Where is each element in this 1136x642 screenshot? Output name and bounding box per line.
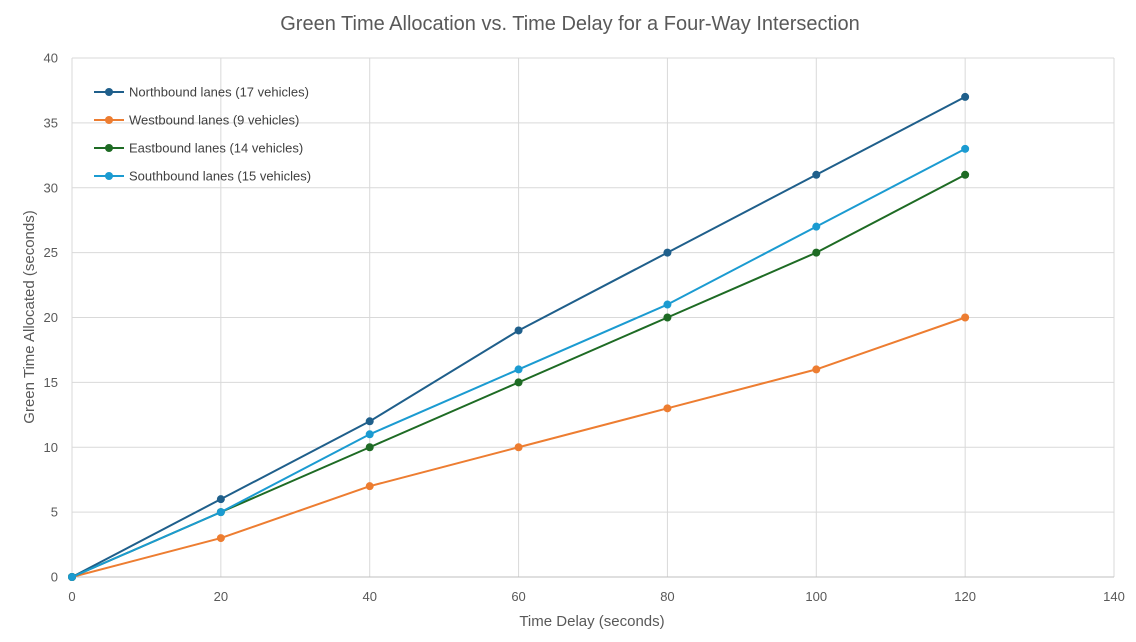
legend-item: Westbound lanes (9 vehicles) [94,113,299,128]
y-axis-label: Green Time Allocated (seconds) [21,210,38,423]
data-point [961,313,970,322]
data-point [365,430,374,439]
y-tick-label: 40 [44,51,58,66]
series-1 [68,92,970,581]
legend-label: Westbound lanes (9 vehicles) [129,113,299,128]
data-point [216,508,225,517]
y-tick-label: 30 [44,180,58,195]
data-point [812,222,821,231]
y-tick-label: 35 [44,115,58,130]
data-point [663,248,672,257]
x-axis-label: Time Delay (seconds) [519,613,664,630]
legend-label: Southbound lanes (15 vehicles) [129,169,311,184]
data-point [216,495,225,504]
series-2 [68,313,970,581]
data-point [365,443,374,452]
y-tick-label: 5 [51,505,58,520]
data-point [365,482,374,491]
legend-label: Northbound lanes (17 vehicles) [129,85,309,100]
y-tick-label: 25 [44,245,58,260]
x-tick-label: 120 [954,589,976,604]
data-point [68,573,76,581]
data-point [514,378,523,387]
data-point [216,534,225,543]
x-tick-label: 40 [362,589,376,604]
x-tick-label: 20 [214,589,228,604]
legend-swatch-marker [105,88,113,96]
legend-label: Eastbound lanes (14 vehicles) [129,141,303,156]
legend-item: Eastbound lanes (14 vehicles) [94,141,303,156]
data-point [812,170,821,179]
legend-swatch-marker [105,116,113,124]
data-point [663,313,672,322]
y-tick-label: 15 [44,375,58,390]
data-point [961,170,970,179]
legend-swatch-marker [105,172,113,180]
chart-title: Green Time Allocation vs. Time Delay for… [280,13,859,35]
x-tick-label: 80 [660,589,674,604]
data-point [514,326,523,335]
gridlines [71,57,1115,578]
data-point [961,92,970,101]
data-point [812,248,821,257]
tick-labels: 0 20 40 60 80 100 120 140 0 5 10 15 20 25 30 35 40 [44,51,1125,605]
legend-item: Southbound lanes (15 vehicles) [94,169,311,184]
x-tick-label: 60 [511,589,525,604]
data-point [663,300,672,309]
x-tick-label: 0 [68,589,75,604]
data-point [514,443,523,452]
legend-swatch-marker [105,144,113,152]
y-tick-label: 10 [44,440,58,455]
legend-item: Northbound lanes (17 vehicles) [94,85,309,100]
y-tick-label: 0 [51,570,58,585]
x-tick-label: 100 [805,589,827,604]
data-point [663,404,672,413]
y-tick-label: 20 [44,310,58,325]
data-point [961,144,970,153]
data-point [514,365,523,374]
data-point [812,365,821,374]
series-lines [68,92,970,581]
legend: Northbound lanes (17 vehicles) Westbound … [94,85,311,184]
data-point [365,417,374,426]
x-tick-label: 140 [1103,589,1125,604]
series-4 [68,144,970,581]
